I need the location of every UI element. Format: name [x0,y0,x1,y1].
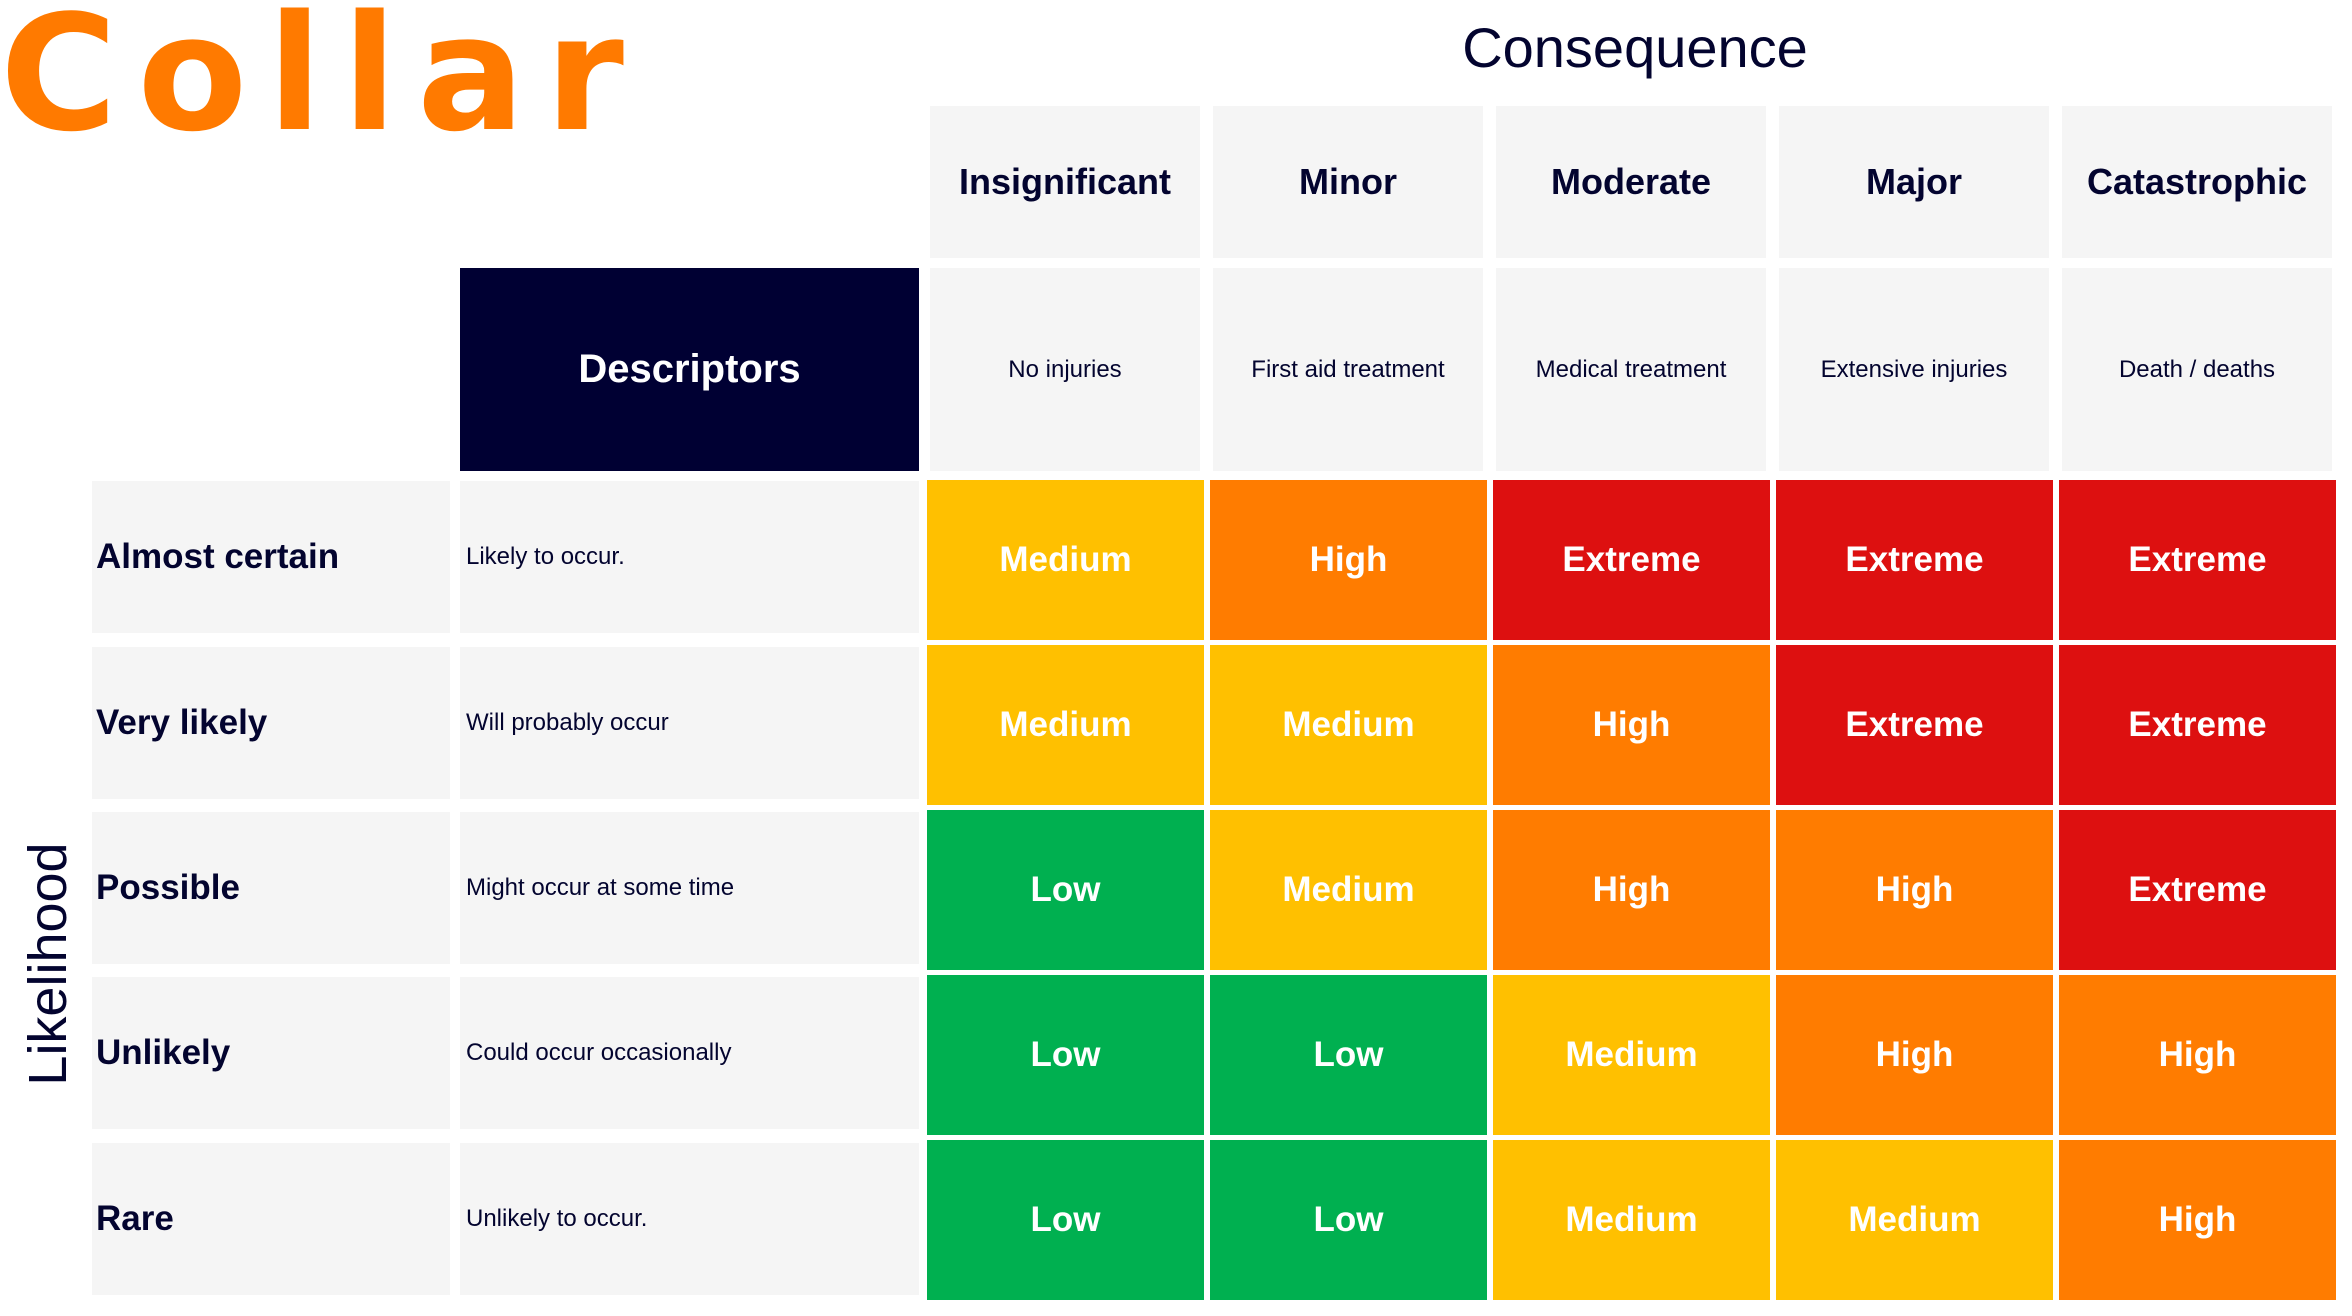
likelihood-descriptor: Likely to occur. [460,481,919,633]
consequence-descriptor: Death / deaths [2062,268,2332,471]
risk-cell-high: High [1493,810,1770,970]
risk-cell-high: High [1210,480,1487,640]
risk-cell-medium: Medium [1210,645,1487,805]
risk-cell-medium: Medium [1493,975,1770,1135]
risk-cell-high: High [1776,975,2053,1135]
risk-cell-high: High [2059,1140,2336,1300]
risk-cell-high: High [2059,975,2336,1135]
risk-cell-extreme: Extreme [1776,480,2053,640]
risk-cell-low: Low [1210,975,1487,1135]
risk-cell-high: High [1776,810,2053,970]
risk-cell-extreme: Extreme [1493,480,1770,640]
likelihood-label: Rare [92,1143,450,1295]
likelihood-descriptor: Unlikely to occur. [460,1143,919,1295]
likelihood-label: Almost certain [92,481,450,633]
consequence-axis-title: Consequence [1462,16,1808,79]
consequence-header-major: Major [1779,106,2049,258]
likelihood-descriptor: Could occur occasionally [460,977,919,1129]
risk-cell-low: Low [927,1140,1204,1300]
risk-cell-medium: Medium [927,480,1204,640]
risk-cell-medium: Medium [927,645,1204,805]
likelihood-label: Very likely [92,647,450,799]
consequence-descriptor: Medical treatment [1496,268,1766,471]
risk-cell-extreme: Extreme [2059,645,2336,805]
descriptors-header: Descriptors [460,268,919,471]
collar-logo: Collar [0,0,644,167]
consequence-header-moderate: Moderate [1496,106,1766,258]
likelihood-descriptor: Might occur at some time [460,812,919,964]
risk-cell-extreme: Extreme [2059,480,2336,640]
risk-cell-low: Low [927,810,1204,970]
likelihood-axis-title: Likelihood [18,842,78,1086]
consequence-descriptor: No injuries [930,268,1200,471]
consequence-descriptor: Extensive injuries [1779,268,2049,471]
risk-cell-extreme: Extreme [2059,810,2336,970]
likelihood-label: Unlikely [92,977,450,1129]
consequence-descriptor: First aid treatment [1213,268,1483,471]
risk-cell-extreme: Extreme [1776,645,2053,805]
consequence-header-catastrophic: Catastrophic [2062,106,2332,258]
risk-cell-low: Low [1210,1140,1487,1300]
consequence-header-insignificant: Insignificant [930,106,1200,258]
consequence-header-minor: Minor [1213,106,1483,258]
risk-cell-medium: Medium [1210,810,1487,970]
risk-cell-medium: Medium [1493,1140,1770,1300]
likelihood-descriptor: Will probably occur [460,647,919,799]
risk-cell-medium: Medium [1776,1140,2053,1300]
risk-cell-low: Low [927,975,1204,1135]
risk-cell-high: High [1493,645,1770,805]
likelihood-label: Possible [92,812,450,964]
